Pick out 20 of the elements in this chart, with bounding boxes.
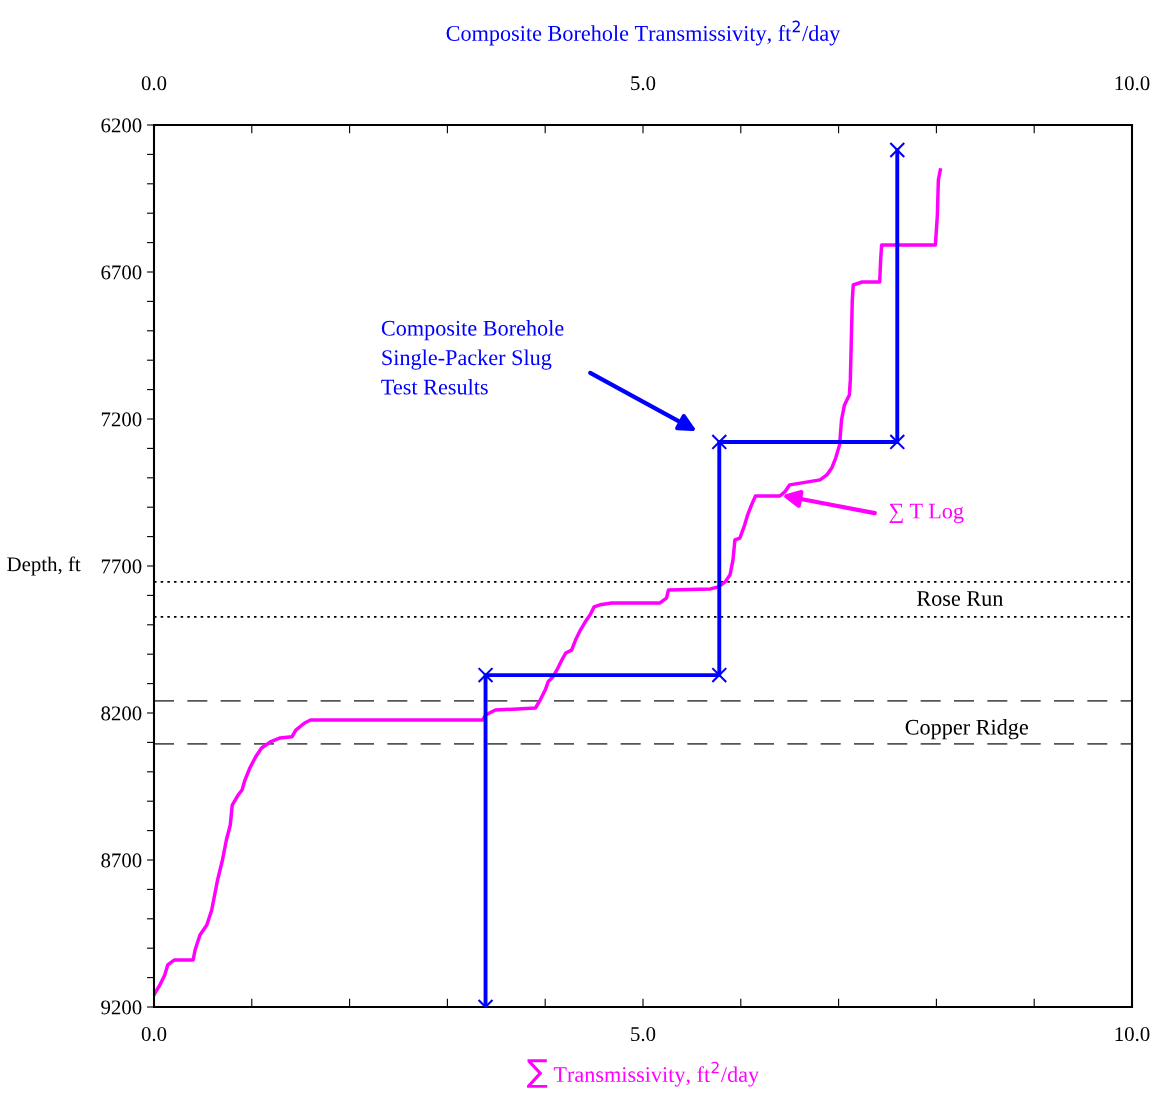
y-tick-label: 8200 — [101, 706, 142, 721]
x2-tick-label: 5.0 — [631, 76, 656, 91]
x2-axis-title: Composite Borehole Transmissivity, ft$^{2}$/day — [446, 20, 841, 46]
y-tick-label: 7700 — [101, 559, 142, 574]
y-tick-label: 6700 — [101, 265, 142, 280]
x-axis-title: ∑ Transmissivity, ft$^{2}$/day — [527, 1059, 760, 1088]
x2-tick-label: 10.0 — [1115, 76, 1150, 91]
y-axis-title: Depth, ft — [7, 556, 81, 576]
x2-tick-label: 0.0 — [141, 76, 167, 91]
y-tick-label: 9200 — [101, 1000, 142, 1015]
y-tick-label: 7200 — [101, 412, 142, 427]
annotation: Composite Borehole Single-Packer Slug Test Results — [381, 320, 564, 395]
y-tick-label: 8700 — [101, 853, 142, 868]
annotation: ∑ T Log — [889, 503, 964, 524]
annotation: Copper Ridge — [905, 719, 1028, 740]
y-tick-label: 6200 — [101, 118, 142, 133]
x-tick-label: 0.0 — [141, 1027, 167, 1042]
annotation: Rose Run — [916, 591, 1004, 606]
x-tick-label: 10.0 — [1115, 1027, 1150, 1042]
x-tick-label: 5.0 — [631, 1027, 656, 1042]
